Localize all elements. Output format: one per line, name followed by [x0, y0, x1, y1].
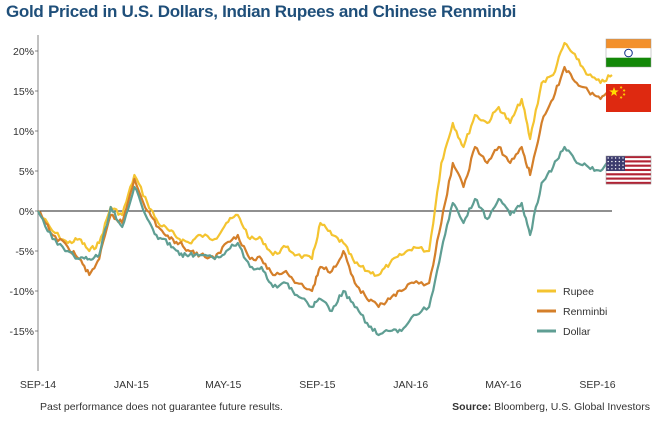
series-line-renminbi	[37, 65, 613, 309]
source-text: Bloomberg, U.S. Global Investors	[494, 401, 650, 413]
source-note: Source: Bloomberg, U.S. Global Investors	[452, 401, 650, 413]
legend-label-renminbi: Renminbi	[563, 306, 607, 318]
y-tick-label: -5%	[15, 246, 34, 258]
footnote: Past performance does not guarantee futu…	[40, 401, 283, 413]
legend-label-dollar: Dollar	[563, 326, 591, 338]
flag-icons	[605, 38, 652, 185]
y-tick-label: -10%	[9, 286, 34, 298]
x-tick-label: SEP-16	[579, 379, 615, 391]
x-tick-label: SEP-15	[299, 379, 335, 391]
y-tick-label: -15%	[9, 326, 34, 338]
y-tick-label: 15%	[13, 86, 34, 98]
source-label: Source:	[452, 401, 492, 413]
usa-flag-icon	[605, 155, 652, 185]
x-tick-label: JAN-16	[393, 379, 428, 391]
y-tick-label: 20%	[13, 46, 34, 58]
chart-title: Gold Priced in U.S. Dollars, Indian Rupe…	[6, 2, 517, 21]
chart-legend: Rupee Renminbi Dollar	[537, 286, 607, 338]
series-line-dollar	[37, 145, 613, 337]
series-line-rupee	[37, 41, 613, 277]
x-tick-label: SEP-14	[20, 379, 56, 391]
india-flag-icon	[605, 38, 652, 68]
y-tick-label: 5%	[19, 166, 34, 178]
legend-label-rupee: Rupee	[563, 286, 594, 298]
china-flag-icon	[606, 84, 651, 112]
y-tick-label: 0%	[19, 206, 34, 218]
x-tick-label: JAN-15	[114, 379, 149, 391]
y-tick-label: 10%	[13, 126, 34, 138]
chart-axes: 20% 15% 10% 5% 0% -5% -10% -15% SEP-14 JAN-15 MAY-…	[9, 35, 616, 391]
series-layer	[37, 41, 613, 337]
x-tick-label: MAY-15	[205, 379, 241, 391]
x-tick-label: MAY-16	[485, 379, 521, 391]
